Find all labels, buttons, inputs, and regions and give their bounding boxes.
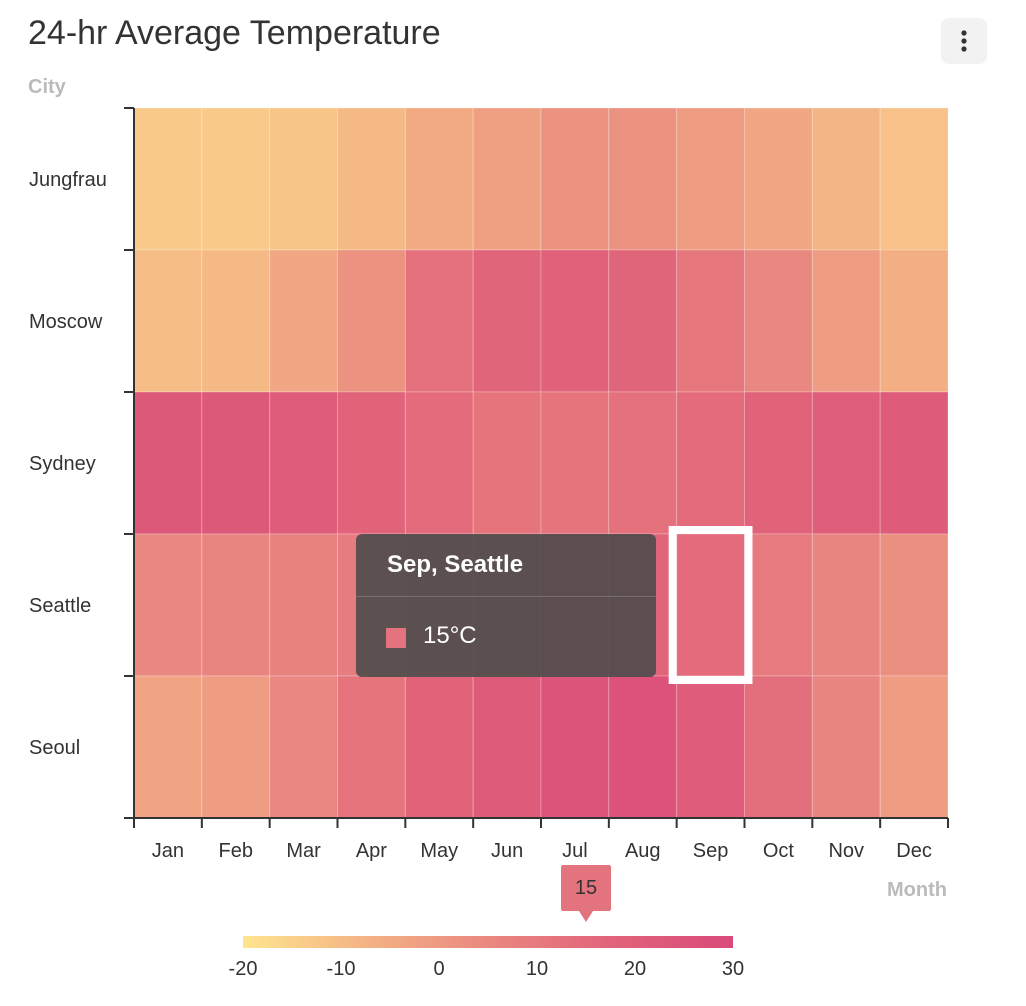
heatmap-cell[interactable] bbox=[608, 249, 678, 393]
tooltip: Sep, Seattle 15°C bbox=[356, 534, 656, 677]
color-legend-tick-label: 0 bbox=[433, 958, 444, 980]
y-tick-label: Moscow bbox=[29, 311, 103, 333]
heatmap-cell[interactable] bbox=[472, 391, 542, 535]
vertical-ellipsis-icon bbox=[961, 30, 967, 52]
heatmap-cell[interactable] bbox=[811, 533, 881, 677]
heatmap-cell[interactable] bbox=[269, 533, 338, 677]
y-axis-title: City bbox=[28, 76, 67, 98]
heatmap-cell[interactable] bbox=[811, 107, 881, 251]
heatmap-cell[interactable] bbox=[676, 675, 746, 819]
x-tick-label: Dec bbox=[896, 840, 932, 862]
color-legend-marker-value: 15 bbox=[574, 877, 598, 899]
heatmap-cell[interactable] bbox=[676, 533, 746, 677]
heatmap-cell[interactable] bbox=[676, 391, 746, 535]
color-legend-tick-label: -20 bbox=[229, 958, 258, 980]
tooltip-title: Sep, Seattle bbox=[387, 551, 524, 578]
chart-menu-button[interactable] bbox=[941, 18, 987, 64]
color-legend-marker: 15 bbox=[561, 865, 611, 922]
heatmap-cell[interactable] bbox=[608, 391, 678, 535]
x-tick-label: Jun bbox=[491, 840, 523, 862]
heatmap-cell[interactable] bbox=[133, 107, 203, 251]
heatmap-cell[interactable] bbox=[337, 107, 406, 251]
heatmap-cell[interactable] bbox=[879, 107, 949, 251]
heatmap-cell[interactable] bbox=[472, 249, 542, 393]
heatmap-cell[interactable] bbox=[133, 675, 203, 819]
highlighted-cell-outline bbox=[668, 526, 753, 684]
heatmap-cell[interactable] bbox=[540, 391, 610, 535]
color-legend-tick-label: 10 bbox=[526, 958, 548, 980]
color-legend-tick-label: -10 bbox=[327, 958, 356, 980]
heatmap-cell[interactable] bbox=[744, 391, 813, 535]
heatmap-cell[interactable] bbox=[744, 107, 813, 251]
heatmap-cell[interactable] bbox=[879, 675, 949, 819]
y-tick-label: Sydney bbox=[29, 453, 96, 475]
heatmap-cell[interactable] bbox=[404, 391, 474, 535]
color-legend-tick-label: 30 bbox=[722, 958, 744, 980]
heatmap-cell[interactable] bbox=[133, 533, 203, 677]
heatmap-cell[interactable] bbox=[472, 675, 542, 819]
heatmap-cell[interactable] bbox=[201, 107, 271, 251]
heatmap-cell[interactable] bbox=[744, 533, 813, 677]
heatmap-cell[interactable] bbox=[404, 675, 474, 819]
tooltip-swatch bbox=[386, 628, 406, 648]
heatmap-cell[interactable] bbox=[608, 675, 678, 819]
heatmap-cell[interactable] bbox=[337, 249, 406, 393]
heatmap-cell[interactable] bbox=[811, 391, 881, 535]
y-tick-label: Jungfrau bbox=[29, 169, 107, 191]
color-legend-bar bbox=[243, 936, 733, 948]
heatmap-cell[interactable] bbox=[337, 675, 406, 819]
heatmap-cell[interactable] bbox=[201, 533, 271, 677]
heatmap-cell[interactable] bbox=[133, 249, 203, 393]
heatmap-cell[interactable] bbox=[879, 249, 949, 393]
x-tick-label: Oct bbox=[763, 840, 795, 862]
x-tick-label: May bbox=[420, 840, 458, 862]
heatmap-cell[interactable] bbox=[201, 675, 271, 819]
heatmap-cell[interactable] bbox=[540, 107, 610, 251]
heatmap-cell[interactable] bbox=[133, 391, 203, 535]
heatmap-cell[interactable] bbox=[472, 107, 542, 251]
x-tick-label: Mar bbox=[286, 840, 321, 862]
heatmap-cell[interactable] bbox=[540, 675, 610, 819]
heatmap-cell[interactable] bbox=[608, 107, 678, 251]
heatmap-cell[interactable] bbox=[269, 107, 338, 251]
color-legend-tick-label: 20 bbox=[624, 958, 646, 980]
x-tick-label: Aug bbox=[625, 840, 661, 862]
x-tick-label: Nov bbox=[828, 840, 864, 862]
heatmap-cell[interactable] bbox=[404, 107, 474, 251]
heatmap-cell[interactable] bbox=[811, 675, 881, 819]
x-axis-title: Month bbox=[887, 879, 947, 901]
heatmap-cell[interactable] bbox=[744, 675, 813, 819]
heatmap-cell[interactable] bbox=[676, 107, 746, 251]
heatmap-cell[interactable] bbox=[337, 391, 406, 535]
chart-title: 24-hr Average Temperature bbox=[28, 14, 441, 52]
x-tick-label: Jul bbox=[562, 840, 588, 862]
heatmap-cell[interactable] bbox=[201, 391, 271, 535]
heatmap-cell[interactable] bbox=[404, 249, 474, 393]
tooltip-value: 15°C bbox=[423, 622, 477, 649]
x-tick-label: Feb bbox=[219, 840, 253, 862]
heatmap-cell[interactable] bbox=[201, 249, 271, 393]
heatmap-cell[interactable] bbox=[744, 249, 813, 393]
y-tick-label: Seoul bbox=[29, 737, 80, 759]
heatmap-cell[interactable] bbox=[676, 249, 746, 393]
heatmap-cell[interactable] bbox=[269, 249, 338, 393]
heatmap-cell[interactable] bbox=[269, 391, 338, 535]
x-tick-label: Sep bbox=[693, 840, 729, 862]
x-tick-label: Apr bbox=[356, 840, 387, 862]
heatmap-cell[interactable] bbox=[879, 533, 949, 677]
tooltip-divider bbox=[356, 596, 656, 597]
x-tick-label: Jan bbox=[152, 840, 184, 862]
heatmap-cell[interactable] bbox=[540, 249, 610, 393]
heatmap-cell[interactable] bbox=[879, 391, 949, 535]
y-tick-label: Seattle bbox=[29, 595, 91, 617]
heatmap-cell[interactable] bbox=[269, 675, 338, 819]
heatmap-cell[interactable] bbox=[811, 249, 881, 393]
